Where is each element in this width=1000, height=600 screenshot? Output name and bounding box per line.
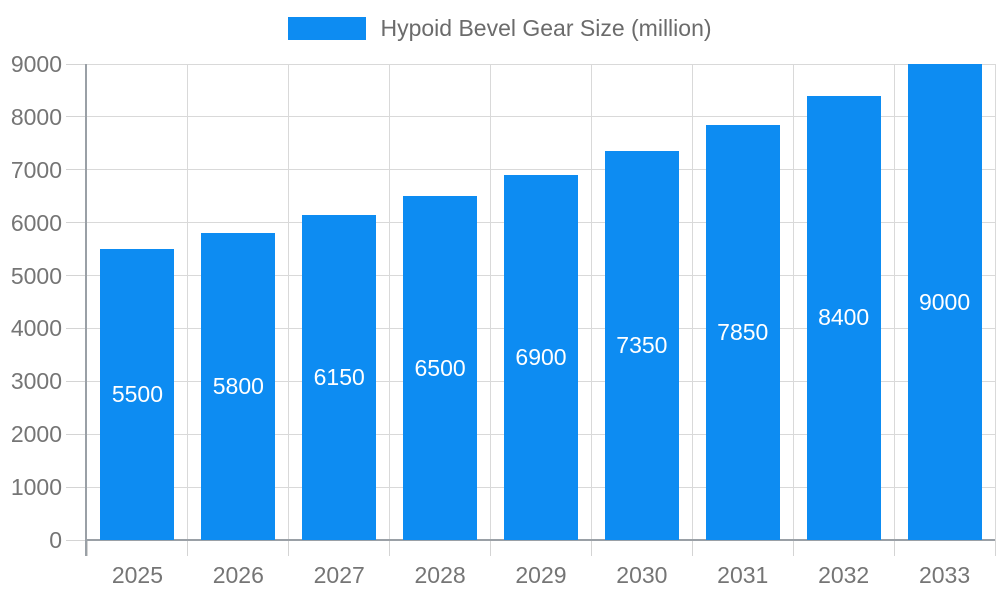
x-tick bbox=[187, 540, 189, 556]
bar[interactable]: 9000 bbox=[907, 64, 982, 540]
legend-label: Hypoid Bevel Gear Size (million) bbox=[380, 15, 712, 41]
y-tick bbox=[66, 275, 87, 277]
v-gridline bbox=[994, 64, 996, 540]
x-axis-label: 2027 bbox=[313, 562, 365, 588]
h-gridline bbox=[87, 63, 995, 65]
y-axis-label: 0 bbox=[49, 527, 62, 553]
v-gridline bbox=[590, 64, 592, 540]
y-tick bbox=[66, 327, 87, 329]
y-axis-line bbox=[85, 64, 87, 556]
y-axis-label: 6000 bbox=[10, 209, 62, 236]
v-gridline bbox=[792, 64, 794, 540]
h-gridline bbox=[87, 169, 995, 171]
bar-value-label: 7850 bbox=[717, 318, 769, 345]
v-gridline bbox=[691, 64, 693, 540]
bar-value-label: 6900 bbox=[515, 344, 567, 371]
x-axis-line bbox=[87, 539, 995, 541]
bar-value-label: 5800 bbox=[212, 373, 264, 400]
y-tick bbox=[66, 380, 87, 382]
y-tick bbox=[66, 169, 87, 171]
legend[interactable]: Hypoid Bevel Gear Size (million) bbox=[0, 15, 1000, 42]
y-axis-label: 7000 bbox=[10, 156, 62, 183]
x-axis-label: 2029 bbox=[515, 562, 567, 588]
x-tick bbox=[994, 540, 996, 556]
x-tick bbox=[691, 540, 693, 556]
bar[interactable]: 5800 bbox=[201, 233, 276, 540]
y-axis-label: 9000 bbox=[10, 51, 62, 77]
y-axis-label: 5000 bbox=[10, 262, 62, 289]
y-axis-label: 8000 bbox=[10, 103, 62, 130]
x-axis-label: 2031 bbox=[717, 562, 769, 588]
bar-value-label: 6500 bbox=[414, 354, 466, 381]
bar[interactable]: 6500 bbox=[403, 196, 478, 540]
y-tick bbox=[66, 539, 87, 541]
bar[interactable]: 6150 bbox=[302, 214, 377, 540]
bar[interactable]: 8400 bbox=[806, 95, 881, 540]
x-tick bbox=[590, 540, 592, 556]
x-axis-label: 2025 bbox=[111, 562, 164, 588]
y-axis-label: 1000 bbox=[10, 474, 62, 501]
bar-value-label: 6150 bbox=[313, 363, 365, 390]
y-tick bbox=[66, 486, 87, 488]
x-tick bbox=[490, 540, 492, 556]
bar[interactable]: 5500 bbox=[100, 249, 175, 540]
bar-value-label: 8400 bbox=[818, 304, 870, 331]
x-tick bbox=[389, 540, 391, 556]
y-tick bbox=[66, 116, 87, 118]
bar-value-label: 5500 bbox=[111, 381, 164, 408]
legend-swatch bbox=[288, 17, 367, 40]
bar-value-label: 7350 bbox=[616, 332, 668, 359]
x-axis-label: 2026 bbox=[212, 562, 264, 588]
bar[interactable]: 6900 bbox=[504, 175, 578, 540]
v-gridline bbox=[893, 64, 895, 540]
x-axis-label: 2030 bbox=[616, 562, 668, 588]
y-axis-label: 2000 bbox=[10, 421, 62, 448]
y-tick bbox=[66, 63, 87, 65]
x-axis-label: 2033 bbox=[918, 562, 971, 588]
v-gridline bbox=[490, 64, 492, 540]
bar[interactable]: 7350 bbox=[604, 151, 679, 540]
bar[interactable]: 7850 bbox=[705, 124, 780, 540]
y-tick bbox=[66, 433, 87, 435]
h-gridline bbox=[87, 116, 995, 118]
v-gridline bbox=[288, 64, 290, 540]
v-gridline bbox=[187, 64, 189, 540]
y-tick bbox=[66, 222, 87, 224]
x-axis-label: 2032 bbox=[818, 562, 870, 588]
y-axis-label: 4000 bbox=[10, 315, 62, 342]
x-tick bbox=[288, 540, 290, 556]
x-axis-label: 2028 bbox=[414, 562, 466, 588]
x-tick bbox=[86, 540, 88, 556]
bar-value-label: 9000 bbox=[918, 288, 971, 315]
x-tick bbox=[792, 540, 794, 556]
y-axis-label: 3000 bbox=[10, 368, 62, 395]
v-gridline bbox=[389, 64, 391, 540]
x-tick bbox=[893, 540, 895, 556]
